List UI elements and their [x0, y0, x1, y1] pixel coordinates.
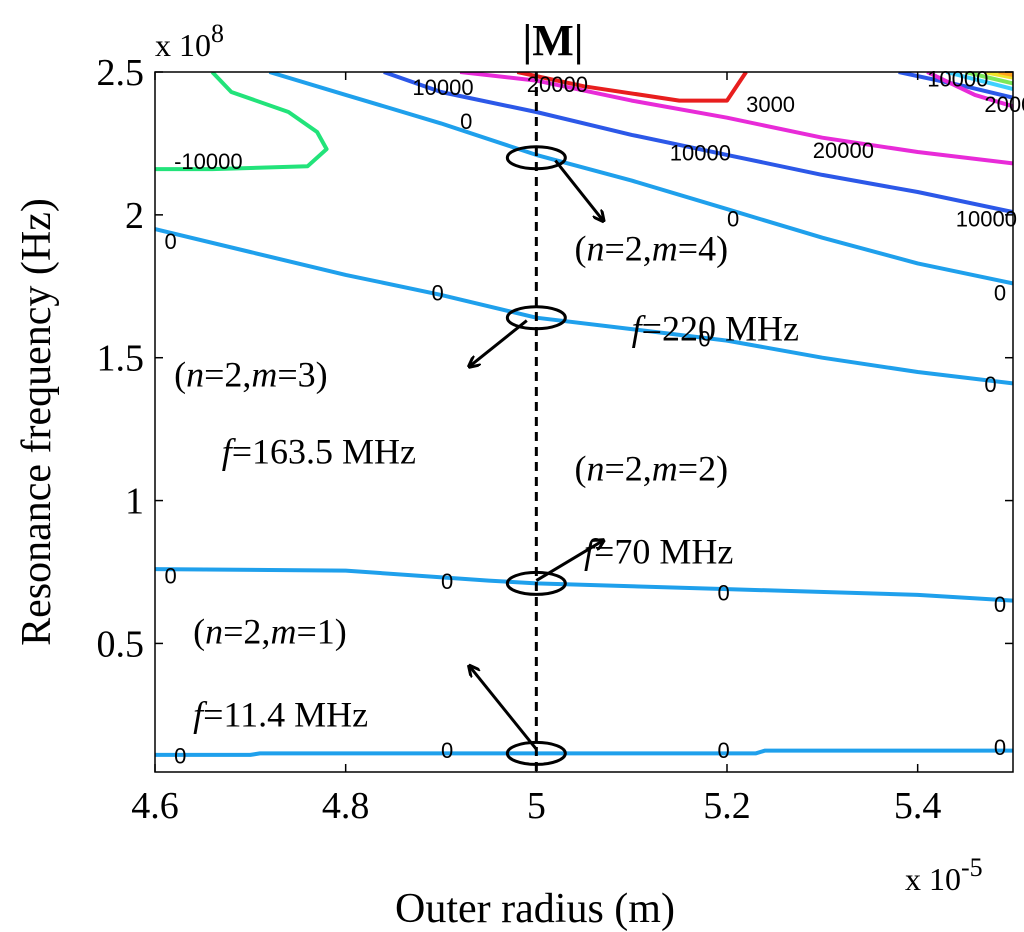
contour-label: 0: [984, 372, 996, 397]
contour-10000-b: [898, 72, 1013, 100]
y-exponent-power: 8: [211, 19, 224, 48]
x-tick-label: 4.8: [322, 785, 370, 827]
contour-30000: [516, 72, 748, 103]
annot-mode-m2: (n=2,m=2): [574, 449, 728, 489]
y-tick-label: 2.5: [97, 52, 145, 94]
plot-frame: [154, 71, 1014, 773]
contour-label: 10000: [956, 206, 1017, 231]
y-ticks: 0.5 1 1.5 2 2.5: [97, 52, 1013, 665]
x-ticks: 4.6 4.8 5 5.2 5.4: [131, 72, 941, 827]
arrow-m4: [554, 159, 603, 221]
contour-label: 10000: [412, 75, 473, 100]
contour-corner-2: [964, 72, 1013, 86]
contour-lines: [155, 72, 1013, 757]
contour-label: 10000: [927, 66, 988, 91]
contour-label: 20000: [984, 92, 1024, 117]
x-axis-label: Outer radius (m): [395, 886, 675, 932]
contour-label: 0: [165, 229, 177, 254]
chart-title: |M|: [523, 16, 584, 65]
contour-label: 0: [165, 564, 177, 589]
annot-mode-m3: (n=2,m=3): [174, 354, 328, 394]
zero-contour-4: [268, 72, 1013, 286]
contour-label: 0: [718, 738, 730, 763]
annot-mode-m1: (n=2,m=1): [193, 611, 347, 651]
contour-10000-a: [383, 72, 1013, 214]
contour-label: 0: [441, 569, 453, 594]
contour-neg-10000: [155, 72, 329, 172]
ellipse-m3: [505, 305, 567, 331]
y-tick-label: 1.5: [97, 338, 145, 380]
contour-label: 0: [174, 744, 186, 769]
y-exponent: x 108: [155, 19, 224, 63]
contour-label: 0: [698, 326, 710, 351]
y-tick-label: 0.5: [97, 623, 145, 665]
arrow-m1: [470, 666, 538, 751]
annotations: (n=2,m=1) f=11.4 MHz f=70 MHz (n=2,m=2) f=16…: [174, 229, 799, 735]
ellipse-m2: [505, 570, 567, 596]
contour-label: 0: [441, 738, 453, 763]
annotation-arrows: [470, 159, 603, 751]
annot-freq-m3: f=163.5 MHz: [222, 431, 416, 471]
x-exponent-power: -5: [961, 853, 983, 882]
contour-corner-3: [984, 72, 1013, 80]
annot-freq-m4: f=220 MHz: [632, 309, 799, 349]
x-exponent: x 10-5: [905, 853, 983, 897]
arrow-m2: [535, 541, 603, 582]
contour-label: 0: [994, 735, 1006, 760]
contour-label: 0: [718, 581, 730, 606]
annot-freq-m1: f=11.4 MHz: [193, 694, 368, 734]
contour-label: 0: [432, 281, 444, 306]
contour-label: 20000: [813, 138, 874, 163]
annot-freq-m2: f=70 MHz: [584, 531, 733, 571]
contour-corner-1: [945, 72, 1013, 92]
contour-label: 0: [994, 281, 1006, 306]
contour-label: 0: [994, 592, 1006, 617]
ellipse-markers: [505, 145, 567, 766]
y-axis-label: Resonance frequency (Hz): [14, 198, 60, 646]
arrow-m3: [470, 319, 528, 367]
contour-label: 0: [727, 206, 739, 231]
ellipse-m4: [505, 145, 567, 171]
contour-20000-b: [926, 72, 1013, 109]
contour-label: 0: [460, 109, 472, 134]
y-tick-label: 2: [125, 195, 144, 237]
contour-labels: 0 0 0 0 0 0 0 0 0 0 0 0 0 0 0 -10000 10000 10000 10000 1000…: [165, 66, 1024, 768]
x-tick-label: 4.6: [131, 785, 179, 827]
zero-contour-3: [155, 227, 1013, 386]
contour-label: 3000: [746, 92, 795, 117]
plot-area: [155, 72, 1013, 772]
x-tick-label: 5: [527, 785, 546, 827]
annot-mode-m4: (n=2,m=4): [574, 229, 728, 269]
y-tick-label: 1: [125, 481, 144, 523]
x-tick-label: 5.4: [894, 785, 942, 827]
contour-label: 10000: [670, 141, 731, 166]
x-tick-label: 5.2: [703, 785, 751, 827]
contour-label: -10000: [174, 149, 243, 174]
